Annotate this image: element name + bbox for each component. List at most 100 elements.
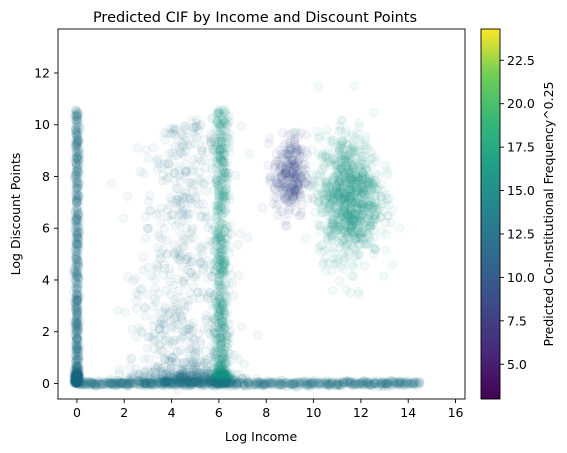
scatter-point <box>192 378 202 389</box>
scatter-point <box>157 369 168 379</box>
scatter-point <box>208 376 218 386</box>
scatter-point <box>154 324 165 334</box>
scatter-point <box>194 120 205 131</box>
scatter-point <box>171 198 181 208</box>
scatter-point <box>161 324 171 334</box>
scatter-point <box>183 377 194 387</box>
scatter-point <box>174 377 184 387</box>
scatter-point <box>186 139 196 150</box>
scatter-point <box>149 343 159 354</box>
scatter-point <box>175 372 185 383</box>
scatter-point <box>174 210 184 220</box>
scatter-point <box>139 168 149 179</box>
scatter-point <box>187 359 197 370</box>
scatter-point <box>221 234 231 244</box>
scatter-point <box>188 127 198 137</box>
scatter-point <box>188 377 199 387</box>
scatter-point <box>207 375 217 385</box>
scatter-point <box>200 163 211 173</box>
scatter-point <box>198 375 208 386</box>
scatter-point <box>183 264 193 275</box>
scatter-point <box>196 339 206 349</box>
scatter-point <box>162 129 172 139</box>
scatter-point <box>177 315 187 325</box>
scatter-point <box>160 159 170 169</box>
scatter-point <box>151 297 161 307</box>
scatter-point <box>144 154 154 164</box>
scatter-point <box>165 375 176 385</box>
scatter-point <box>144 206 155 216</box>
scatter-point <box>127 353 137 364</box>
scatter-point <box>169 335 180 345</box>
scatter-point <box>370 152 380 162</box>
scatter-point <box>209 290 220 301</box>
scatter-point <box>170 372 180 382</box>
scatter-point <box>184 378 194 388</box>
scatter-point <box>191 343 201 354</box>
scatter-point <box>216 197 226 207</box>
scatter-point <box>187 116 197 126</box>
scatter-point <box>201 358 212 368</box>
scatter-point <box>148 375 158 386</box>
scatter-point <box>313 149 324 159</box>
scatter-point <box>163 371 174 382</box>
scatter-point <box>184 324 194 335</box>
scatter-point <box>175 200 186 211</box>
scatter-point <box>200 372 210 382</box>
cluster-main-blob <box>105 115 263 389</box>
scatter-point <box>199 134 209 145</box>
scatter-point <box>313 380 323 390</box>
scatter-point <box>128 374 138 384</box>
scatter-point <box>198 260 209 270</box>
scatter-point <box>178 242 189 252</box>
scatter-point <box>163 375 173 386</box>
scatter-point <box>224 332 235 342</box>
scatter-point <box>177 332 187 343</box>
scatter-point <box>316 208 327 218</box>
scatter-point <box>99 377 109 387</box>
scatter-point <box>167 357 177 367</box>
scatter-point <box>145 378 155 388</box>
scatter-point <box>114 368 124 379</box>
scatter-point <box>188 165 198 175</box>
scatter-point <box>210 367 221 378</box>
scatter-point <box>217 376 227 386</box>
scatter-point <box>235 228 245 239</box>
scatter-point <box>133 375 143 385</box>
scatter-point <box>175 335 186 345</box>
scatter-point <box>243 377 254 387</box>
scatter-point <box>152 264 162 275</box>
scatter-point <box>170 221 181 231</box>
scatter-point <box>214 343 224 353</box>
scatter-point <box>154 248 165 259</box>
scatter-point <box>193 375 203 386</box>
scatter-point <box>185 195 195 205</box>
scatter-point <box>203 323 213 333</box>
scatter-point <box>190 159 200 170</box>
scatter-point <box>171 125 182 135</box>
scatter-point <box>191 374 201 384</box>
cluster-x-eleven-cluster <box>292 81 405 299</box>
scatter-point <box>182 367 192 377</box>
scatter-point <box>181 159 191 169</box>
scatter-point <box>166 370 176 380</box>
scatter-point <box>106 178 117 189</box>
scatter-point <box>190 139 200 149</box>
scatter-point <box>184 374 194 385</box>
scatter-point <box>188 232 199 243</box>
scatter-point <box>186 371 196 381</box>
scatter-point <box>177 365 187 375</box>
scatter-point <box>194 199 205 210</box>
scatter-point <box>180 121 191 131</box>
scatter-point <box>224 319 234 329</box>
scatter-point <box>72 183 82 193</box>
scatter-point <box>382 165 392 176</box>
scatter-point <box>188 366 199 377</box>
scatter-point <box>167 376 177 386</box>
scatter-point <box>213 376 223 386</box>
chart-title: Predicted CIF by Income and Discount Poi… <box>93 10 417 26</box>
scatter-point <box>166 372 176 383</box>
scatter-point <box>144 331 155 342</box>
scatter-point <box>178 276 188 287</box>
